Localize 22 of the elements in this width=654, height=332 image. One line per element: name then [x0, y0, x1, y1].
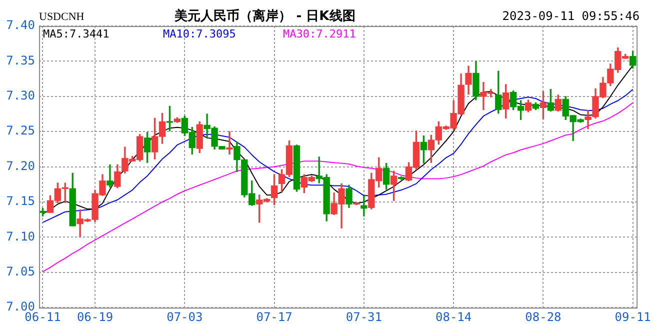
- y-tick-label: 7.15: [6, 194, 35, 208]
- chart-title: 美元人民币（离岸） - 日K线图: [174, 8, 356, 24]
- y-tick-label: 7.05: [6, 264, 35, 279]
- x-tick-label: 08-14: [436, 310, 472, 324]
- x-tick-label: 07-03: [166, 310, 203, 324]
- y-tick-label: 7.30: [6, 88, 35, 103]
- y-tick-label: 7.35: [6, 53, 35, 68]
- y-tick-label: 7.10: [6, 229, 35, 244]
- y-tick-label: 7.25: [6, 124, 35, 138]
- x-tick-label: 09-11: [614, 310, 651, 324]
- text: USDCNH: [39, 11, 84, 23]
- x-tick-label: 07-31: [346, 310, 382, 324]
- x-tick-label: 08-28: [525, 310, 562, 324]
- y-tick-label: 7.40: [6, 18, 35, 32]
- text: MA5:7.3441: [43, 27, 110, 40]
- x-tick-label: 06-11: [24, 310, 61, 324]
- text: MA30:7.2911: [283, 27, 356, 40]
- x-tick-label: 06-19: [76, 310, 114, 324]
- text: MA10:7.3095: [163, 27, 236, 40]
- text: 2023-09-11 09:55:46: [502, 9, 640, 23]
- y-tick-label: 7.20: [6, 158, 35, 173]
- x-tick-label: 07-17: [256, 310, 292, 324]
